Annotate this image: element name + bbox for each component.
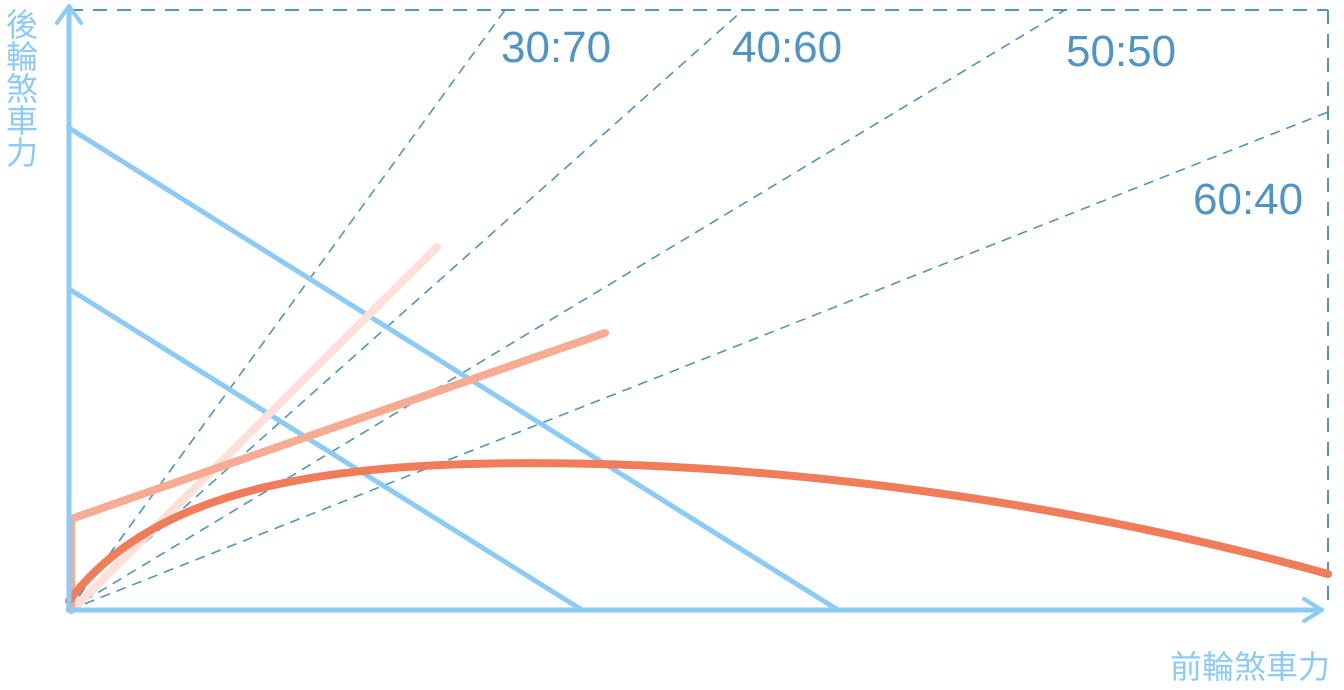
ratio-label-60-40: 60:40 (1193, 175, 1303, 224)
deceleration-line-high (67, 125, 840, 613)
ratio-line-40-60 (68, 9, 744, 611)
ratio-label-50-50: 50:50 (1066, 27, 1176, 76)
ratio-line-60-40 (68, 111, 1329, 611)
ratio-line-50-50 (68, 9, 1066, 611)
x-axis-arrowhead (1302, 597, 1324, 623)
ratio-line-30-70 (68, 9, 506, 611)
deceleration-line-low (67, 286, 584, 613)
fixed-ratio-line (70, 243, 441, 612)
ratio-label-40-60: 40:60 (732, 23, 842, 72)
ratio-label-30-70: 30:70 (501, 23, 611, 72)
x-axis-label: 前輪煞車力 (1169, 648, 1330, 686)
ideal-brake-force-curve (65, 459, 1332, 605)
y-axis-label: 後輪煞車力 (1, 8, 39, 168)
y-axis-arrowhead (55, 4, 83, 25)
